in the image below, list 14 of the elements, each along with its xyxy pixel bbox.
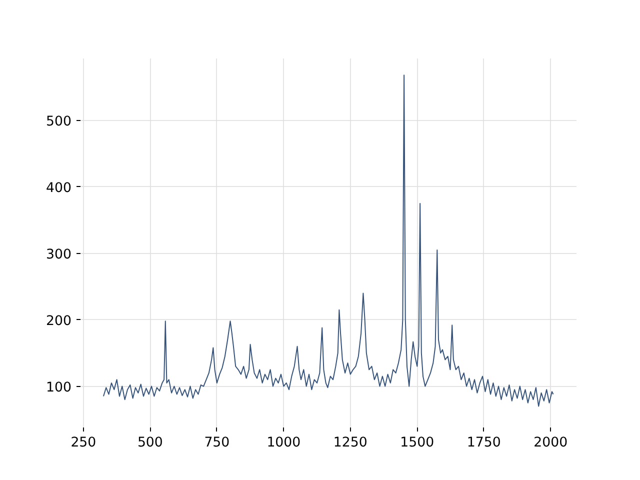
y-tick-label: 300 — [46, 247, 72, 262]
x-tick-label: 250 — [70, 436, 96, 450]
line-series — [102, 74, 554, 407]
x-tick-label: 1250 — [333, 436, 368, 450]
x-tick-label: 1750 — [466, 436, 501, 450]
x-tick-label: 1000 — [266, 436, 301, 450]
y-tick-label: 400 — [46, 180, 72, 196]
x-tick-label: 2000 — [534, 436, 568, 450]
y-tick-label: 500 — [46, 114, 72, 130]
x-tick-label: 1500 — [400, 436, 434, 450]
y-tick-label: 100 — [46, 380, 72, 396]
y-tick-label: 200 — [46, 314, 72, 329]
x-tick-label: 750 — [204, 436, 230, 450]
x-tick-label: 500 — [137, 436, 163, 450]
